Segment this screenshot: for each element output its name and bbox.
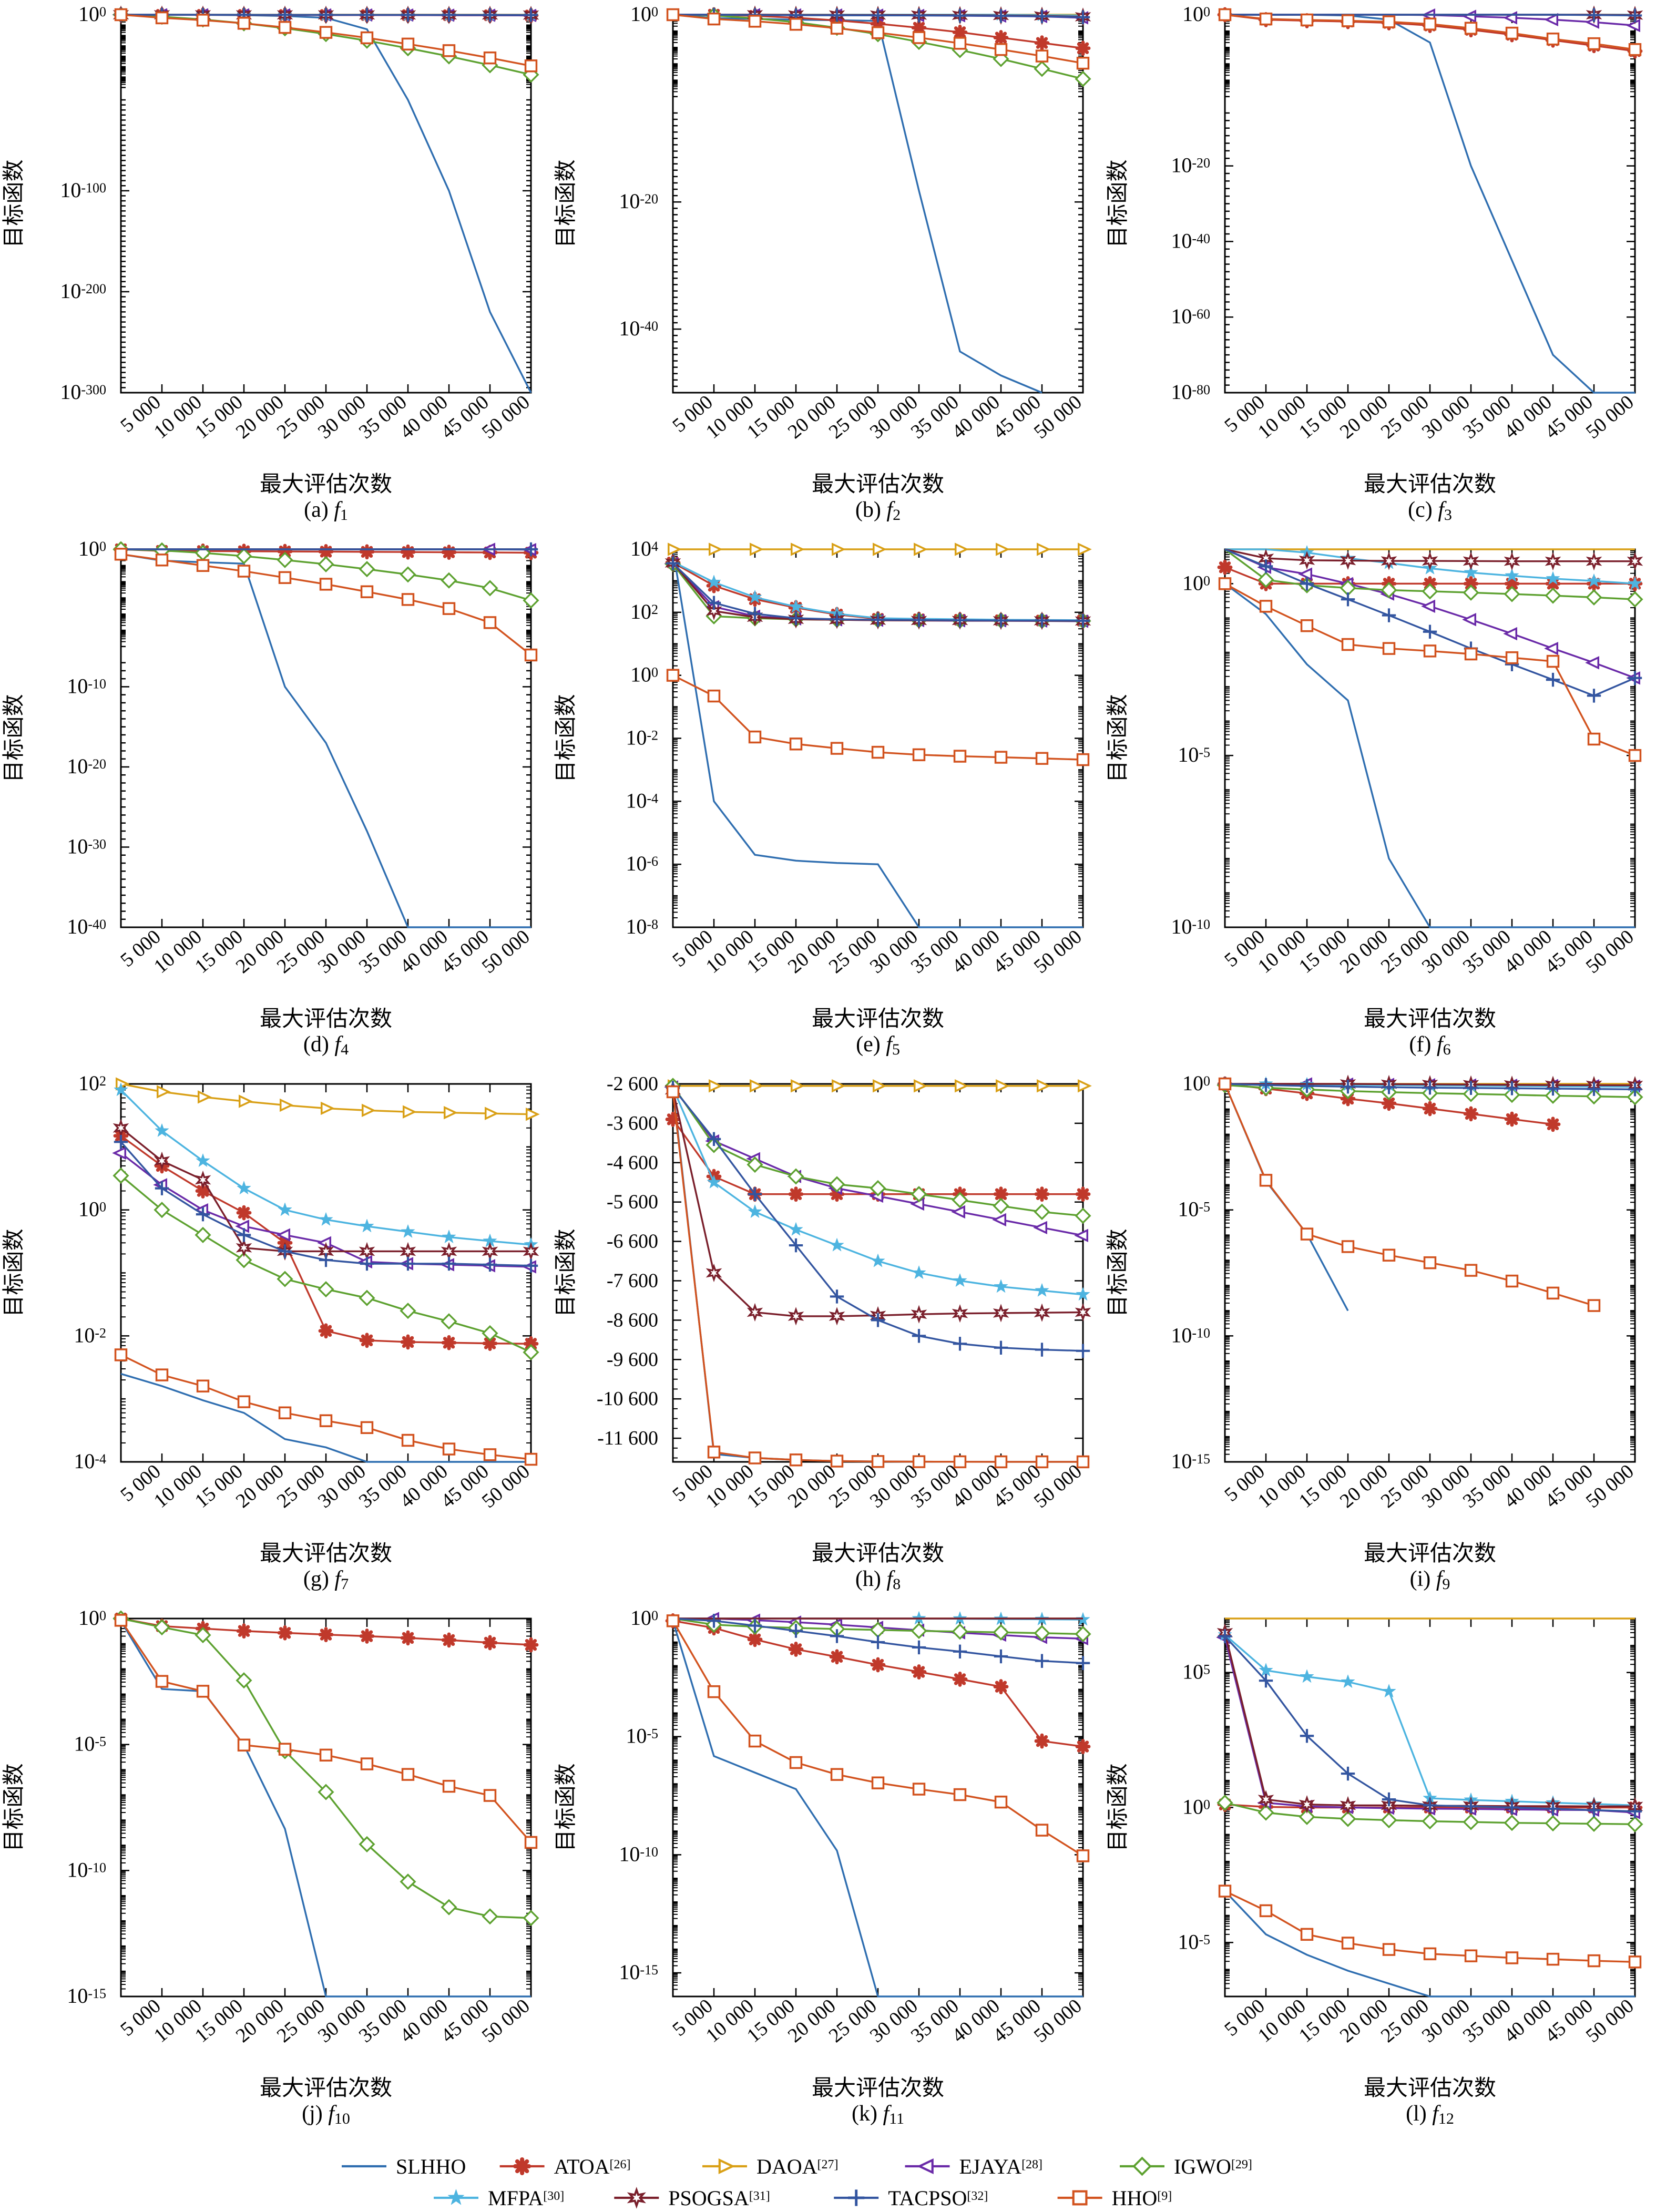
svg-text:最大评估次数: 最大评估次数 <box>260 473 392 497</box>
svg-text:最大评估次数: 最大评估次数 <box>1364 2076 1496 2101</box>
svg-text:最大评估次数: 最大评估次数 <box>260 1542 392 1566</box>
svg-text:最大评估次数: 最大评估次数 <box>812 473 944 497</box>
svg-text:最大评估次数: 最大评估次数 <box>1364 1007 1496 1031</box>
svg-text:最大评估次数: 最大评估次数 <box>1364 473 1496 497</box>
svg-text:目标函数: 目标函数 <box>1106 1763 1130 1851</box>
svg-text:-11 600: -11 600 <box>597 1427 658 1449</box>
svg-text:目标函数: 目标函数 <box>554 1228 578 1317</box>
svg-text:目标函数: 目标函数 <box>2 159 26 248</box>
svg-text:目标函数: 目标函数 <box>1106 1228 1130 1317</box>
svg-text:目标函数: 目标函数 <box>1106 694 1130 782</box>
svg-text:目标函数: 目标函数 <box>1106 159 1130 248</box>
svg-text:-10 600: -10 600 <box>597 1388 658 1410</box>
svg-text:目标函数: 目标函数 <box>554 694 578 782</box>
svg-text:-8 600: -8 600 <box>607 1309 658 1331</box>
svg-text:-4 600: -4 600 <box>607 1152 658 1174</box>
svg-text:最大评估次数: 最大评估次数 <box>812 1542 944 1566</box>
svg-text:-3 600: -3 600 <box>607 1112 658 1134</box>
svg-text:最大评估次数: 最大评估次数 <box>260 2076 392 2101</box>
svg-text:最大评估次数: 最大评估次数 <box>812 2076 944 2101</box>
svg-text:最大评估次数: 最大评估次数 <box>812 1007 944 1031</box>
svg-text:目标函数: 目标函数 <box>2 694 26 782</box>
svg-text:-6 600: -6 600 <box>607 1231 658 1253</box>
svg-text:最大评估次数: 最大评估次数 <box>260 1007 392 1031</box>
svg-text:SLHHO: SLHHO <box>396 2155 466 2178</box>
svg-text:-2 600: -2 600 <box>607 1073 658 1095</box>
svg-text:-5 600: -5 600 <box>607 1191 658 1213</box>
svg-text:-7 600: -7 600 <box>607 1269 658 1292</box>
svg-text:-9 600: -9 600 <box>607 1348 658 1370</box>
svg-text:目标函数: 目标函数 <box>554 159 578 248</box>
svg-text:目标函数: 目标函数 <box>2 1228 26 1317</box>
svg-text:目标函数: 目标函数 <box>2 1763 26 1851</box>
svg-text:最大评估次数: 最大评估次数 <box>1364 1542 1496 1566</box>
svg-text:目标函数: 目标函数 <box>554 1763 578 1851</box>
